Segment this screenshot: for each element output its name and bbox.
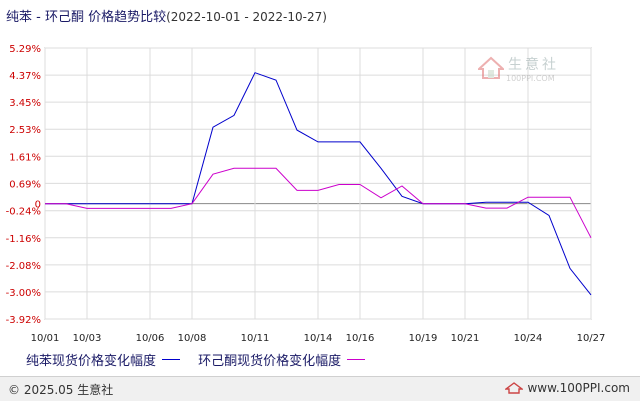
- x-tick-label: 10/11: [241, 333, 270, 344]
- legend-swatch-cyclohexanone: [347, 359, 366, 360]
- x-tick-label: 10/27: [577, 333, 606, 344]
- y-tick-label: -2.08%: [6, 261, 41, 272]
- copyright-text: © 2025.05 生意社: [8, 383, 114, 397]
- y-tick-label: -3.92%: [6, 315, 41, 326]
- chart-title: 纯苯 - 环己酮 价格趋势比较(2022-10-01 - 2022-10-27): [6, 6, 327, 25]
- y-tick-label: 5.29%: [9, 44, 41, 55]
- x-tick-label: 10/08: [178, 333, 207, 344]
- x-tick-label: 10/01: [31, 333, 60, 344]
- series-line-benzene: [45, 72, 592, 296]
- legend-item-benzene: 纯苯现货价格变化幅度: [26, 350, 181, 369]
- x-tick-label: 10/06: [136, 333, 165, 344]
- x-tick-label: 10/24: [514, 333, 543, 344]
- x-tick-label: 10/16: [346, 333, 375, 344]
- site-url: www.100PPI.com: [527, 381, 630, 395]
- y-tick-label: 0.69%: [9, 179, 41, 190]
- x-tick-label: 10/03: [73, 333, 102, 344]
- y-tick-label: -1.16%: [6, 234, 41, 245]
- watermark-name: 生意社: [508, 57, 559, 73]
- site-logo-icon: [505, 382, 524, 394]
- legend-swatch-benzene: [162, 359, 181, 360]
- y-tick-label: 2.53%: [9, 125, 41, 136]
- line-chart: 5.29% 4.37% 3.45% 2.53% 1.61% 0.69% 0-0.24% -1.…: [6, 44, 606, 344]
- legend: 纯苯现货价格变化幅度 环己酮现货价格变化幅度: [26, 350, 379, 369]
- y-tick-label: 0: [35, 200, 41, 211]
- y-tick-label: 4.37%: [9, 71, 41, 82]
- y-tick-label: 1.61%: [9, 152, 41, 163]
- legend-item-cyclohexanone: 环己酮现货价格变化幅度: [198, 350, 366, 369]
- site-link[interactable]: www.100PPI.com: [505, 381, 630, 395]
- house-icon: [478, 56, 504, 79]
- series-line-cyclohexanone: [45, 167, 592, 239]
- title-text: 纯苯 - 环己酮 价格趋势比较: [6, 10, 167, 25]
- y-tick-label: -3.00%: [6, 288, 41, 299]
- date-range: (2022-10-01 - 2022-10-27): [166, 10, 327, 24]
- legend-label-benzene: 纯苯现货价格变化幅度: [26, 354, 157, 369]
- x-tick-label: 10/21: [451, 333, 480, 344]
- footer-bar: © 2025.05 生意社 www.100PPI.com: [0, 376, 640, 401]
- watermark-logo: 生意社 100PPI.COM: [478, 54, 578, 88]
- x-tick-label: 10/19: [409, 333, 438, 344]
- x-tick-label: 10/14: [304, 333, 333, 344]
- y-tick-label: 3.45%: [9, 98, 41, 109]
- y-tick-label: -0.24%: [6, 207, 41, 218]
- watermark-url: 100PPI.COM: [506, 74, 555, 83]
- legend-label-cyclohexanone: 环己酮现货价格变化幅度: [198, 354, 342, 369]
